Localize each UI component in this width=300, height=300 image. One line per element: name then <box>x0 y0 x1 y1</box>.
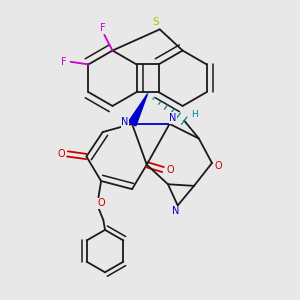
Text: O: O <box>167 165 174 175</box>
Polygon shape <box>128 94 148 126</box>
Text: S: S <box>153 17 159 27</box>
Text: F: F <box>100 23 106 33</box>
Text: H: H <box>190 110 197 119</box>
Text: F: F <box>61 57 67 67</box>
Text: O: O <box>97 198 105 208</box>
Text: N: N <box>169 113 176 123</box>
Text: N: N <box>121 117 129 127</box>
Text: O: O <box>215 161 222 171</box>
Text: N: N <box>172 206 180 216</box>
Text: O: O <box>57 149 65 159</box>
